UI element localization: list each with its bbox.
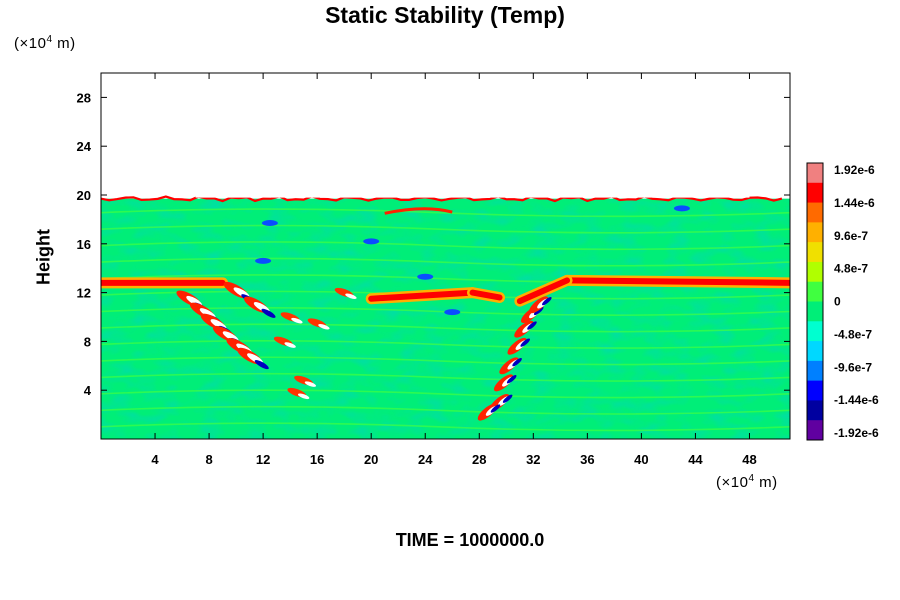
feature-blue <box>255 257 272 264</box>
wave-right-blue <box>506 375 517 384</box>
field-band <box>101 389 790 399</box>
upper-sheet <box>368 289 476 302</box>
field-top-edge <box>101 195 783 203</box>
wave-left-blue <box>261 308 276 318</box>
x-tick-label: 28 <box>472 452 486 467</box>
x-tick-label: 36 <box>580 452 594 467</box>
x-axis-ticks: 4 8 12 16 20 24 28 32 36 40 44 48 <box>151 73 757 467</box>
wave-right-blue <box>542 296 552 306</box>
x-tick-label: 32 <box>526 452 540 467</box>
colorbar-label: 0 <box>834 295 841 309</box>
colorbar-label: -9.6e-7 <box>834 360 872 374</box>
feature-mid-core <box>297 393 310 400</box>
field-band <box>101 224 790 234</box>
chart-title: Static Stability (Temp) <box>325 2 565 28</box>
colorbar-swatch <box>807 301 823 322</box>
colorbar-swatch <box>807 420 823 441</box>
colorbar-label: 4.8e-7 <box>834 262 868 276</box>
x-tick-label: 20 <box>364 452 378 467</box>
y-tick-label: 8 <box>84 334 91 349</box>
y-tick-label: 4 <box>84 383 92 398</box>
field-band <box>101 422 790 432</box>
feature-blue <box>417 273 434 280</box>
feature-mid-core <box>318 323 330 330</box>
colorbar-swatch <box>807 163 823 184</box>
colorbar-label: -1.44e-6 <box>834 393 879 407</box>
wave-right-blue <box>512 357 522 367</box>
y-tick-label: 20 <box>77 188 91 203</box>
field-band <box>101 323 790 333</box>
field-band <box>101 372 790 382</box>
y-axis-ticks: 4 8 12 16 20 24 28 <box>77 90 790 398</box>
feature-blue <box>261 220 278 227</box>
colorbar-label: 1.92e-6 <box>834 163 875 177</box>
wave-right-blue <box>502 394 513 403</box>
y-tick-label: 24 <box>77 139 92 154</box>
colorbar-swatch <box>807 380 823 401</box>
feature-top-red <box>384 207 453 215</box>
colorbar-label: 9.6e-7 <box>834 229 868 243</box>
y-tick-label: 28 <box>77 90 91 105</box>
stability-field <box>101 193 790 439</box>
x-tick-label: 12 <box>256 452 270 467</box>
y-tick-label: 12 <box>77 286 91 301</box>
colorbar-label: 1.44e-6 <box>834 196 875 210</box>
field-band <box>101 405 790 415</box>
colorbar-label: -4.8e-7 <box>834 327 872 341</box>
feature-mid-core <box>284 342 296 348</box>
colorbar-swatch <box>807 321 823 342</box>
x-tick-label: 8 <box>205 452 212 467</box>
wave-right-blue <box>533 306 544 316</box>
feature-blue <box>363 238 380 245</box>
y-axis-unit: (×104 m) <box>14 34 76 52</box>
x-axis-unit: (×104 m) <box>716 473 778 491</box>
colorbar-swatch <box>807 281 823 302</box>
stable-layer-rise <box>516 277 571 305</box>
wave-left-blue <box>254 360 269 370</box>
colorbar-swatch <box>807 341 823 362</box>
colorbar-swatch <box>807 400 823 421</box>
plot-frame <box>100 72 791 440</box>
field-band <box>101 257 790 267</box>
x-tick-label: 44 <box>688 452 703 467</box>
time-readout: TIME = 1000000.0 <box>395 530 545 550</box>
wave-right-blue <box>527 321 537 330</box>
x-tick-label: 4 <box>151 452 159 467</box>
upper-sheet-tail <box>469 289 503 301</box>
field-band <box>101 208 790 218</box>
colorbar-swatch <box>807 182 823 204</box>
field-band <box>101 241 790 251</box>
colorbar-swatch <box>807 360 823 382</box>
colorbar-swatch <box>807 242 823 263</box>
colorbar-swatch <box>807 222 823 243</box>
colorbar-label: -1.92e-6 <box>834 426 879 440</box>
colorbar-swatch <box>807 202 823 223</box>
field-band <box>101 356 790 366</box>
colorbar: 1.92e-6 1.44e-6 9.6e-7 4.8e-7 0 -4.8e-7 -9.6e-… <box>806 162 879 441</box>
x-tick-label: 24 <box>418 452 433 467</box>
feature-blue <box>444 309 461 316</box>
feature-blue <box>673 205 690 212</box>
feature-mid-core <box>291 317 303 324</box>
x-tick-label: 16 <box>310 452 324 467</box>
x-tick-label: 40 <box>634 452 648 467</box>
wave-right-blue <box>520 338 530 347</box>
stable-layer-right <box>564 277 790 286</box>
x-tick-label: 48 <box>742 452 756 467</box>
wave-right-blue <box>490 404 501 413</box>
colorbar-frame <box>806 162 824 441</box>
feature-mid-core <box>345 293 357 300</box>
y-tick-label: 16 <box>77 237 91 252</box>
feature-mid-core <box>304 381 317 387</box>
field-band <box>101 340 790 349</box>
colorbar-swatch <box>807 261 823 283</box>
